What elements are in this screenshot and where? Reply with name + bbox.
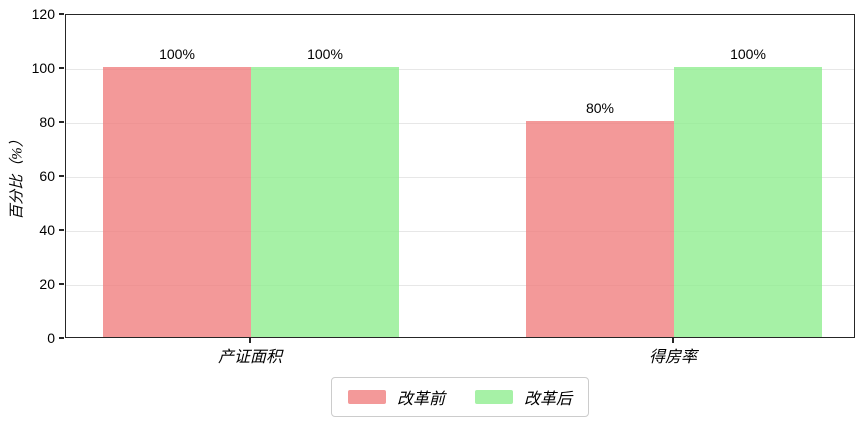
value-label-改革后-产证面积: 100%: [307, 46, 343, 62]
plot-area: 100% 100% 80% 100%: [65, 14, 855, 338]
y-tick-label-0: 0: [47, 330, 55, 346]
gridline-y60: [66, 176, 854, 178]
y-tick-label-100: 100: [31, 60, 55, 76]
x-tick-label-产证面积: 产证面积: [217, 349, 283, 366]
bar-改革前-得房率: [526, 121, 674, 337]
value-label-改革前-得房率: 80%: [585, 100, 615, 116]
gridline-y100: [66, 68, 854, 70]
legend-entry-改革后: 改革后: [475, 385, 572, 409]
y-tick-mark-60: [59, 175, 64, 177]
y-tick-label-80: 80: [39, 114, 55, 130]
y-tick-mark-80: [59, 121, 64, 123]
y-tick-label-120: 120: [31, 6, 55, 22]
value-label-改革后-得房率: 100%: [730, 46, 766, 62]
gridline-y80: [66, 122, 854, 124]
legend-entry-改革前: 改革前: [347, 385, 445, 409]
y-tick-label-20: 20: [39, 276, 55, 292]
bar-改革后-得房率: [674, 67, 822, 337]
value-label-改革前-产证面积: 100%: [159, 46, 195, 62]
gridline-y40: [66, 230, 854, 232]
gridline-y20: [66, 284, 854, 286]
y-tick-mark-0: [59, 337, 64, 339]
legend-label-改革前: 改革前: [396, 391, 445, 408]
x-tick-mark-得房率: [672, 338, 674, 343]
y-tick-mark-40: [59, 229, 64, 231]
legend-label-改革后: 改革后: [524, 391, 573, 408]
legend-box: 改革前 改革后: [330, 377, 590, 417]
legend-swatch-改革后: [475, 390, 513, 404]
y-tick-mark-20: [59, 283, 64, 285]
y-tick-mark-120: [59, 13, 64, 15]
legend: 改革前 改革后: [65, 377, 855, 417]
legend-swatch-改革前: [347, 390, 386, 404]
y-tick-label-40: 40: [39, 222, 55, 238]
bar-改革前-产证面积: [103, 67, 251, 337]
y-tick-label-60: 60: [39, 168, 55, 184]
y-tick-mark-100: [59, 67, 64, 69]
x-tick-mark-产证面积: [249, 338, 251, 343]
bar-改革后-产证面积: [251, 67, 399, 337]
x-tick-label-得房率: 得房率: [648, 349, 698, 366]
